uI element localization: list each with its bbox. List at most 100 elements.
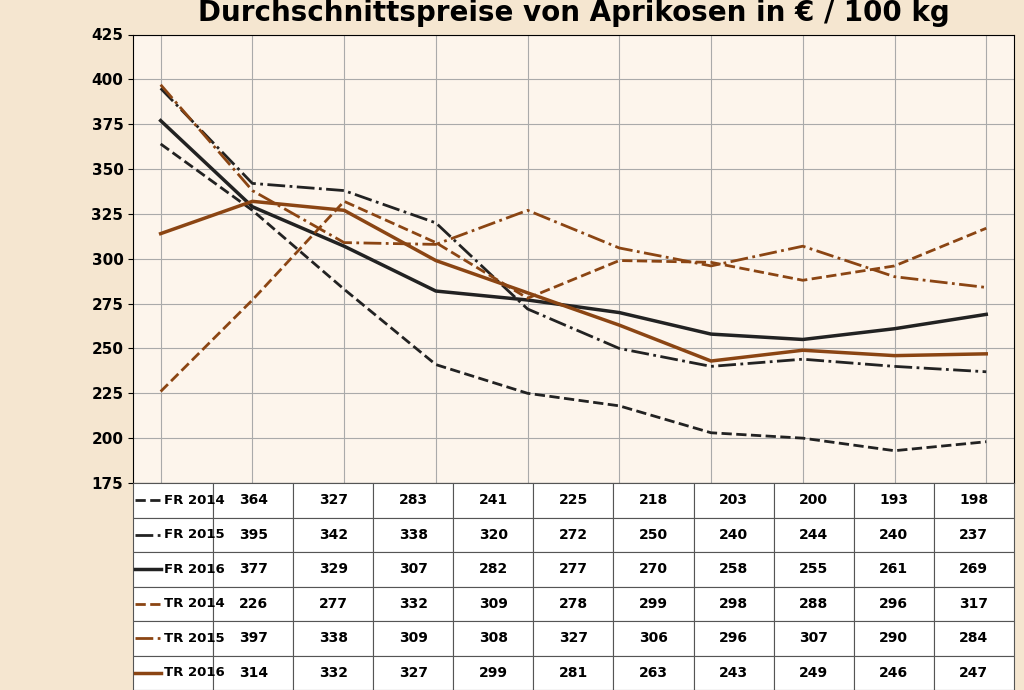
Bar — [454, 586, 534, 621]
Text: 299: 299 — [639, 597, 668, 611]
Bar — [613, 552, 693, 586]
Text: 278: 278 — [559, 597, 588, 611]
Bar — [613, 586, 693, 621]
Bar — [374, 552, 454, 586]
Text: 309: 309 — [479, 597, 508, 611]
Text: 258: 258 — [719, 562, 749, 576]
Text: 364: 364 — [239, 493, 267, 507]
Text: 255: 255 — [799, 562, 828, 576]
Text: 243: 243 — [719, 666, 749, 680]
Text: 246: 246 — [880, 666, 908, 680]
Text: TR 2015: TR 2015 — [164, 632, 224, 644]
Bar — [133, 586, 213, 621]
Text: 244: 244 — [799, 528, 828, 542]
Text: 332: 332 — [398, 597, 428, 611]
Bar — [854, 518, 934, 552]
Bar — [934, 621, 1014, 656]
Bar — [854, 483, 934, 518]
Bar — [693, 483, 773, 518]
Text: 269: 269 — [959, 562, 988, 576]
Bar — [773, 656, 854, 690]
Bar — [613, 518, 693, 552]
Text: 309: 309 — [399, 631, 428, 645]
Bar — [934, 656, 1014, 690]
Text: 338: 338 — [318, 631, 348, 645]
Text: 377: 377 — [239, 562, 267, 576]
Bar — [934, 552, 1014, 586]
Text: 306: 306 — [639, 631, 668, 645]
Text: 282: 282 — [479, 562, 508, 576]
Bar — [534, 552, 613, 586]
Text: 296: 296 — [880, 597, 908, 611]
Bar — [454, 621, 534, 656]
Bar — [773, 483, 854, 518]
Text: 249: 249 — [799, 666, 828, 680]
Title: Durchschnittspreise von Aprikosen in € / 100 kg: Durchschnittspreise von Aprikosen in € /… — [198, 0, 949, 27]
Text: 327: 327 — [318, 493, 348, 507]
Text: 342: 342 — [318, 528, 348, 542]
Bar — [854, 586, 934, 621]
Text: 241: 241 — [479, 493, 508, 507]
Bar — [293, 621, 374, 656]
Text: 272: 272 — [559, 528, 588, 542]
Text: 307: 307 — [399, 562, 428, 576]
Bar — [693, 552, 773, 586]
Text: 329: 329 — [318, 562, 348, 576]
Bar — [693, 621, 773, 656]
Text: 277: 277 — [318, 597, 348, 611]
Bar — [773, 518, 854, 552]
Bar — [133, 656, 213, 690]
Bar — [133, 621, 213, 656]
Text: 218: 218 — [639, 493, 668, 507]
Bar — [534, 483, 613, 518]
Text: 200: 200 — [799, 493, 828, 507]
Text: 283: 283 — [398, 493, 428, 507]
Bar — [293, 518, 374, 552]
Bar — [213, 586, 293, 621]
Bar — [534, 518, 613, 552]
Text: 240: 240 — [880, 528, 908, 542]
Bar — [934, 518, 1014, 552]
Text: 307: 307 — [799, 631, 828, 645]
Text: TR 2016: TR 2016 — [164, 667, 224, 679]
Text: 395: 395 — [239, 528, 267, 542]
Bar — [534, 621, 613, 656]
Bar — [693, 656, 773, 690]
Text: 327: 327 — [398, 666, 428, 680]
Bar — [773, 586, 854, 621]
Text: 290: 290 — [880, 631, 908, 645]
Bar — [854, 552, 934, 586]
Bar — [133, 518, 213, 552]
Text: 237: 237 — [959, 528, 988, 542]
Bar — [534, 586, 613, 621]
Bar — [213, 621, 293, 656]
Bar — [693, 518, 773, 552]
Text: 203: 203 — [719, 493, 749, 507]
Text: 250: 250 — [639, 528, 668, 542]
Text: 320: 320 — [479, 528, 508, 542]
Bar — [293, 483, 374, 518]
Text: 299: 299 — [479, 666, 508, 680]
Text: 198: 198 — [959, 493, 988, 507]
Text: 226: 226 — [239, 597, 267, 611]
Text: 296: 296 — [719, 631, 749, 645]
Bar — [213, 552, 293, 586]
Bar — [133, 483, 213, 518]
Text: 288: 288 — [799, 597, 828, 611]
Bar — [773, 621, 854, 656]
Bar — [374, 518, 454, 552]
Text: 284: 284 — [959, 631, 988, 645]
Bar — [293, 586, 374, 621]
Text: 397: 397 — [239, 631, 267, 645]
Text: FR 2016: FR 2016 — [164, 563, 224, 575]
Text: FR 2014: FR 2014 — [164, 494, 224, 506]
Bar — [454, 518, 534, 552]
Bar — [693, 586, 773, 621]
Bar — [773, 552, 854, 586]
Bar — [854, 656, 934, 690]
Bar — [613, 483, 693, 518]
Bar — [293, 552, 374, 586]
Bar — [854, 621, 934, 656]
Text: 298: 298 — [719, 597, 749, 611]
Text: 193: 193 — [880, 493, 908, 507]
